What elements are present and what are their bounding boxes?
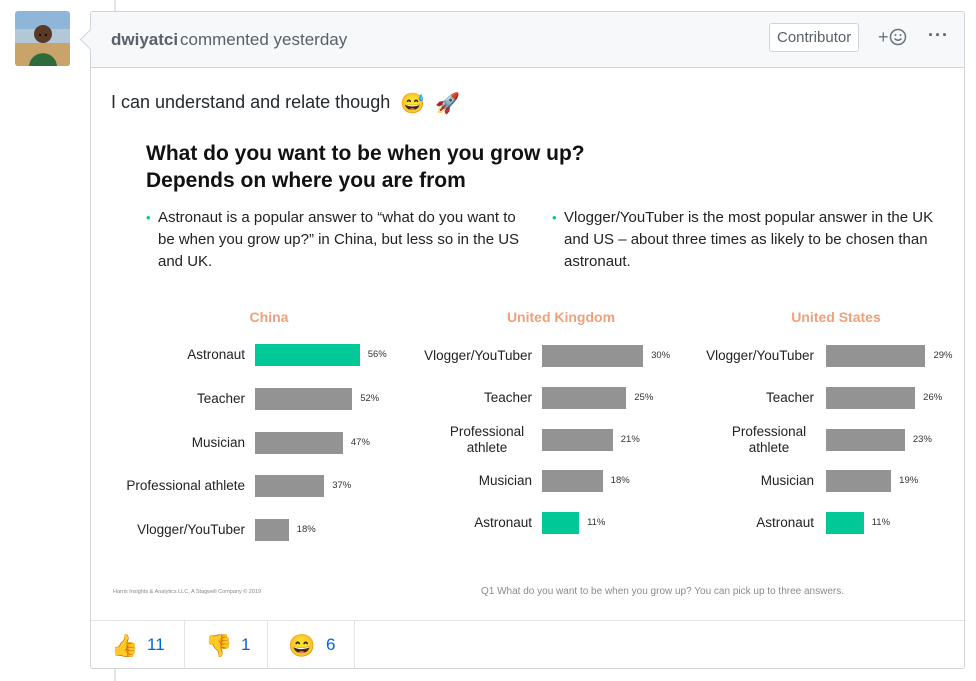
bullet-text-1: Astronaut is a popular answer to “what d…: [158, 209, 520, 270]
bullet-dot-icon: •: [552, 210, 557, 225]
category-label: Vlogger/YouTuber: [424, 348, 532, 363]
slide-bullet-1: • Astronaut is a popular answer to “what…: [146, 207, 523, 273]
category-label: Teacher: [765, 390, 814, 405]
comment-body: I can understand and relate though 😅 🚀 W…: [91, 69, 964, 619]
bar: [826, 345, 926, 367]
bar-value-label: 18%: [610, 475, 630, 486]
bar-value-label: 26%: [923, 392, 943, 403]
chart-title: United States: [791, 309, 881, 325]
category-label: Professional athlete: [126, 478, 245, 493]
more-options-icon[interactable]: ···: [928, 25, 949, 45]
bar: [255, 344, 360, 366]
category-label: Astronaut: [756, 515, 814, 530]
comment-author[interactable]: dwiyatci: [111, 30, 179, 49]
category-label: Teacher: [196, 391, 245, 406]
category-label: Musician: [191, 435, 245, 450]
bar-value-label: 30%: [651, 350, 671, 361]
comment-text-content: I can understand and relate though: [111, 92, 391, 112]
comment-card: dwiyatci commented yesterday Contributor…: [90, 11, 965, 669]
avatar-image: [15, 11, 70, 66]
reaction-count: 6: [326, 635, 336, 654]
bar-value-label: 56%: [367, 349, 387, 360]
reaction-count: 1: [241, 635, 251, 654]
thumbs-down-icon: 👎: [205, 633, 233, 658]
bullet-text-2: Vlogger/YouTuber is the most popular ans…: [564, 209, 934, 270]
bar-value-label: 18%: [296, 524, 316, 535]
bar-value-label: 11%: [871, 517, 891, 528]
bar: [255, 388, 353, 410]
bar: [542, 512, 580, 534]
comment-header: dwiyatci commented yesterday Contributor…: [91, 12, 964, 68]
laugh-icon: 😄: [288, 633, 316, 658]
copyright-footnote: Harris Insights & Analytics LLC, A Stagw…: [113, 589, 262, 595]
bar: [826, 429, 905, 451]
reaction-laugh[interactable]: 😄 6: [268, 621, 355, 669]
reaction-thumbs-up[interactable]: 👍 11: [91, 621, 185, 669]
bar-value-label: 29%: [933, 350, 953, 361]
bar-value-label: 47%: [350, 437, 370, 448]
bar: [255, 432, 343, 454]
avatar[interactable]: [15, 11, 70, 66]
reactions-bar: 👍 11 👎 1 😄 6: [91, 620, 964, 669]
chart-title: China: [249, 309, 289, 325]
bar-value-label: 11%: [587, 517, 606, 528]
add-reaction-icon[interactable]: +: [878, 27, 907, 48]
bar-value-label: 37%: [332, 480, 352, 491]
survey-slide-image: What do you want to be when you grow up?…: [111, 129, 953, 609]
slide-bullet-2: • Vlogger/YouTuber is the most popular a…: [552, 207, 934, 273]
category-label: Teacher: [483, 390, 532, 405]
category-label: Musician: [478, 473, 532, 488]
sweat-smile-emoji-icon: 😅: [400, 93, 426, 115]
category-label: Professional athlete: [449, 424, 525, 455]
bar: [826, 512, 864, 534]
category-label: Musician: [760, 473, 814, 488]
reaction-count: 11: [147, 635, 165, 654]
bullet-dot-icon: •: [146, 210, 151, 225]
bar-value-label: 19%: [899, 475, 919, 486]
question-footnote: Q1 What do you want to be when you grow …: [481, 586, 845, 597]
bar: [542, 345, 644, 367]
bar-value-label: 52%: [360, 393, 380, 404]
contributor-badge: Contributor: [769, 23, 860, 52]
bar: [826, 387, 916, 409]
category-label: Astronaut: [187, 347, 245, 362]
bar: [542, 429, 613, 451]
bar: [255, 519, 289, 541]
bar: [255, 475, 325, 497]
category-label: Astronaut: [474, 515, 532, 530]
category-label: Professional athlete: [731, 424, 807, 455]
category-label: Vlogger/YouTuber: [137, 522, 245, 537]
bar: [826, 470, 892, 492]
bar-value-label: 23%: [912, 434, 932, 445]
rocket-emoji-icon: 🚀: [435, 93, 461, 115]
slide-title: What do you want to be when you grow up?…: [146, 142, 585, 192]
chart-title: United Kingdom: [506, 309, 616, 325]
bar: [542, 387, 627, 409]
comment-timestamp[interactable]: commented yesterday: [180, 30, 348, 49]
category-label: Vlogger/YouTuber: [706, 348, 814, 363]
comment-text: I can understand and relate though 😅 🚀: [111, 91, 460, 116]
reaction-thumbs-down[interactable]: 👎 1: [185, 621, 268, 669]
bar: [542, 470, 603, 492]
bar-value-label: 25%: [634, 392, 654, 403]
thumbs-up-icon: 👍: [111, 633, 139, 658]
bar-value-label: 21%: [620, 434, 640, 445]
